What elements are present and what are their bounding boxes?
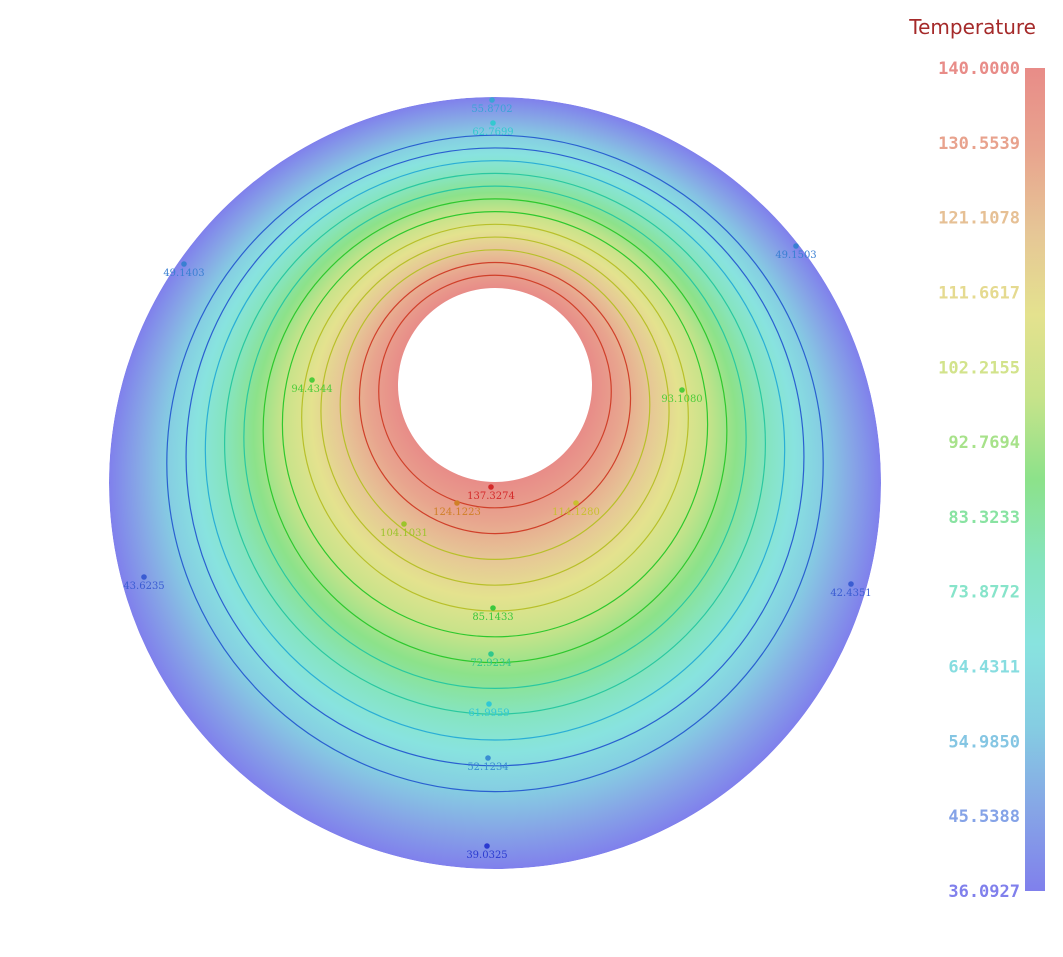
point-label: 72.9234 bbox=[470, 658, 511, 669]
colorbar-tick-label: 111.6617 bbox=[938, 283, 1020, 303]
point-marker bbox=[485, 755, 491, 761]
contour-line bbox=[166, 134, 824, 793]
contour-line bbox=[378, 274, 612, 509]
point-marker bbox=[401, 521, 407, 527]
colorbar-tick-label: 92.7694 bbox=[948, 433, 1020, 453]
data-point: 114.1280 bbox=[552, 500, 600, 518]
colorbar-tick-label: 45.5388 bbox=[948, 807, 1020, 827]
data-point: 72.9234 bbox=[470, 651, 512, 669]
contour-line bbox=[301, 223, 689, 612]
point-label: 124.1223 bbox=[433, 507, 481, 518]
point-marker bbox=[679, 387, 685, 393]
contour-lines bbox=[166, 134, 824, 793]
data-point: 52.1234 bbox=[467, 755, 509, 773]
point-marker bbox=[488, 651, 494, 657]
annulus-heatmap bbox=[109, 97, 881, 869]
data-point: 42.4351 bbox=[830, 581, 872, 599]
point-label: 61.9959 bbox=[468, 708, 509, 719]
point-marker bbox=[489, 97, 495, 103]
data-point: 104.1031 bbox=[380, 521, 428, 539]
point-label: 104.1031 bbox=[380, 528, 428, 539]
colorbar-tick-label: 36.0927 bbox=[948, 882, 1020, 902]
point-marker bbox=[490, 605, 496, 611]
point-marker bbox=[309, 377, 315, 383]
colorbar-tick-label: 54.9850 bbox=[948, 732, 1020, 752]
point-marker bbox=[488, 484, 494, 490]
point-label: 85.1433 bbox=[472, 612, 513, 623]
contour-line bbox=[320, 236, 670, 586]
data-point: 62.7699 bbox=[472, 120, 514, 138]
contour-line bbox=[358, 261, 632, 535]
contour-line bbox=[281, 211, 709, 638]
point-label: 42.4351 bbox=[830, 588, 871, 599]
data-point: 39.0325 bbox=[466, 843, 508, 861]
point-marker bbox=[454, 500, 460, 506]
data-points: 55.8702 62.7699 49.1403 49.1503 94.4344 93.10… bbox=[123, 97, 872, 861]
data-point: 124.1223 bbox=[433, 500, 481, 518]
data-point: 93.1080 bbox=[661, 387, 703, 405]
point-marker bbox=[490, 120, 496, 126]
contour-line bbox=[185, 147, 805, 767]
point-marker bbox=[181, 261, 187, 267]
point-label: 55.8702 bbox=[471, 104, 512, 115]
colorbar: Temperature 140.0000 130.5539 121.1078 111.… bbox=[908, 15, 1045, 902]
point-marker bbox=[141, 574, 147, 580]
colorbar-tick-label: 73.8772 bbox=[948, 583, 1020, 603]
colorbar-tick-label: 130.5539 bbox=[938, 134, 1020, 154]
contour-line bbox=[224, 172, 766, 715]
data-point: 94.4344 bbox=[291, 377, 333, 395]
contour-line bbox=[243, 185, 747, 689]
data-point: 49.1403 bbox=[163, 261, 205, 279]
point-marker bbox=[793, 243, 799, 249]
contour-line bbox=[204, 160, 786, 741]
colorbar-title: Temperature bbox=[908, 15, 1036, 39]
point-label: 49.1503 bbox=[775, 250, 816, 261]
point-label: 93.1080 bbox=[661, 394, 702, 405]
colorbar-tick-label: 83.3233 bbox=[948, 508, 1020, 528]
data-point: 43.6235 bbox=[123, 574, 165, 592]
colorbar-tick-label: 64.4311 bbox=[948, 658, 1020, 678]
point-label: 49.1403 bbox=[163, 268, 204, 279]
annulus-fill bbox=[109, 97, 881, 869]
data-point: 55.8702 bbox=[471, 97, 513, 115]
point-label: 43.6235 bbox=[123, 581, 164, 592]
colorbar-tick-label: 121.1078 bbox=[938, 209, 1020, 229]
data-point: 85.1433 bbox=[472, 605, 514, 623]
point-label: 52.1234 bbox=[467, 762, 508, 773]
point-marker bbox=[848, 581, 854, 587]
data-point: 137.3274 bbox=[467, 484, 515, 502]
contour-line bbox=[262, 198, 728, 664]
data-point: 49.1503 bbox=[775, 243, 817, 261]
point-label: 137.3274 bbox=[467, 491, 515, 502]
point-label: 94.4344 bbox=[291, 384, 332, 395]
colorbar-tick-label: 102.2155 bbox=[938, 358, 1020, 378]
data-point: 61.9959 bbox=[468, 701, 510, 719]
point-label: 114.1280 bbox=[552, 507, 600, 518]
point-marker bbox=[573, 500, 579, 506]
point-label: 62.7699 bbox=[472, 127, 513, 138]
contour-line bbox=[339, 249, 651, 561]
point-marker bbox=[484, 843, 490, 849]
colorbar-tick-label: 140.0000 bbox=[938, 59, 1020, 79]
point-marker bbox=[486, 701, 492, 707]
colorbar-gradient bbox=[1025, 68, 1045, 891]
point-label: 39.0325 bbox=[466, 850, 507, 861]
